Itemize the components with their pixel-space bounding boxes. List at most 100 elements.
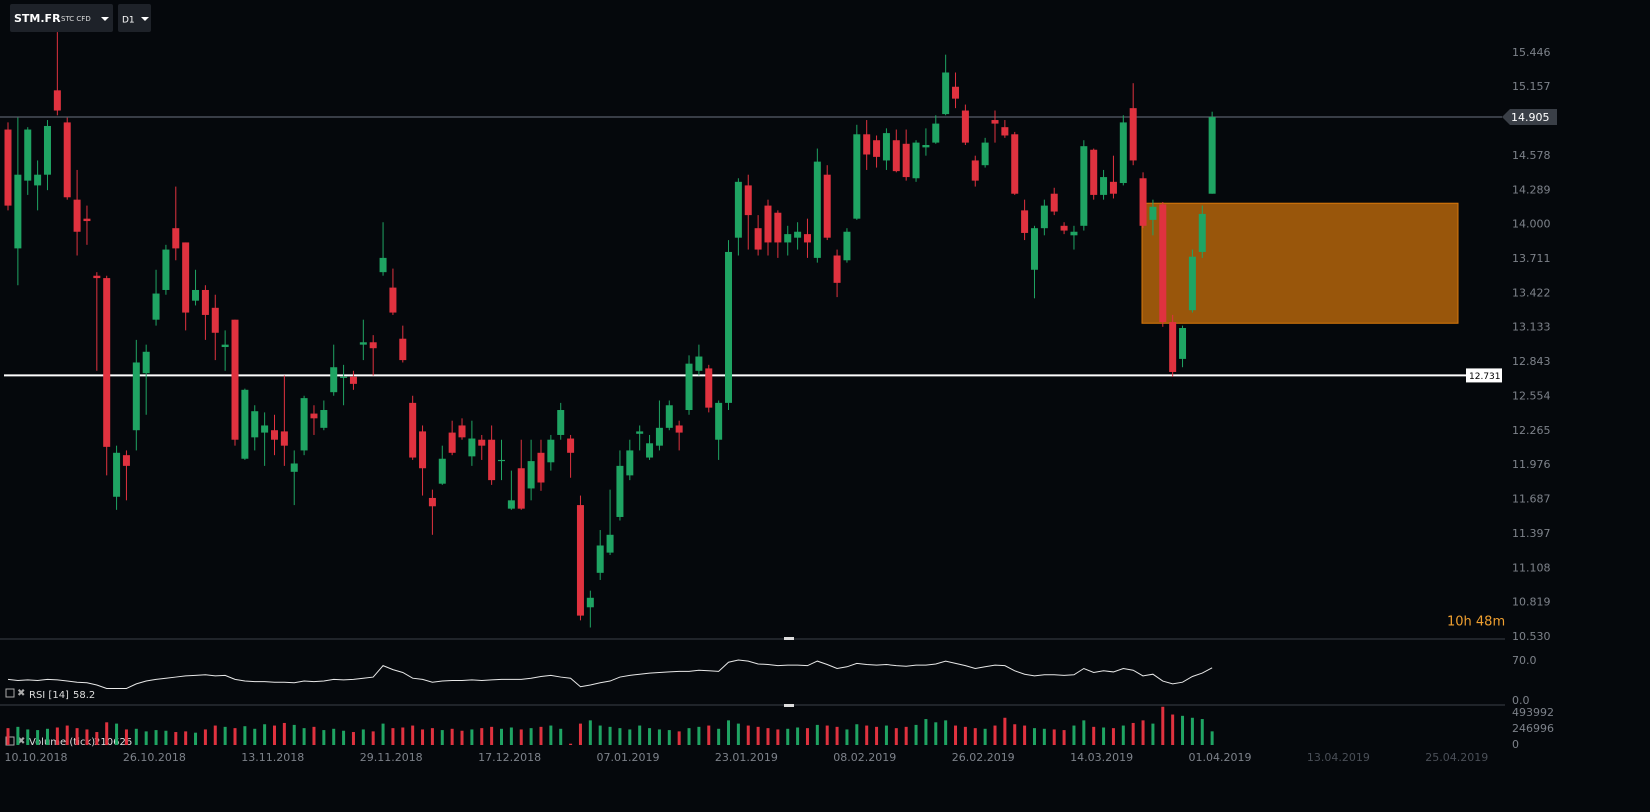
candle-body bbox=[261, 425, 269, 433]
volume-bar bbox=[539, 726, 543, 745]
volume-bar bbox=[588, 720, 592, 745]
volume-bar bbox=[983, 728, 987, 745]
candle-body bbox=[912, 142, 920, 179]
candle-body bbox=[132, 362, 140, 431]
volume-bar bbox=[756, 726, 760, 745]
candle-body bbox=[122, 455, 130, 466]
volume-bar bbox=[687, 728, 691, 745]
candle-body bbox=[853, 134, 861, 219]
volume-bar bbox=[243, 726, 247, 745]
volume-bar bbox=[954, 725, 958, 745]
volume-bar bbox=[549, 725, 553, 745]
candle-body bbox=[1159, 204, 1167, 323]
dropdown-arrow bbox=[141, 17, 149, 21]
candle-body bbox=[14, 174, 22, 249]
candle-body bbox=[695, 356, 703, 371]
x-tick-label: 26.02.2019 bbox=[952, 751, 1015, 764]
volume-bar bbox=[421, 729, 425, 745]
close-icon[interactable]: ✖ bbox=[17, 688, 25, 699]
volume-bar bbox=[282, 722, 286, 745]
volume-bar bbox=[480, 728, 484, 745]
y-tick-label: 14.289 bbox=[1512, 183, 1551, 196]
y-tick-label: 14.578 bbox=[1512, 149, 1551, 162]
candle-body bbox=[971, 160, 979, 181]
settings-icon[interactable] bbox=[5, 736, 15, 746]
volume-bar bbox=[36, 730, 40, 745]
volume-bar bbox=[144, 731, 148, 745]
candle-body bbox=[655, 427, 663, 446]
y-tick-label: 11.397 bbox=[1512, 527, 1551, 540]
timeframe-box[interactable] bbox=[118, 4, 151, 32]
volume-bar bbox=[312, 726, 316, 745]
candle-body bbox=[1030, 228, 1038, 270]
candle-body bbox=[478, 439, 486, 446]
y-tick-label: 10.530 bbox=[1512, 630, 1551, 643]
candle-body bbox=[1139, 178, 1147, 226]
candle-body bbox=[389, 287, 397, 313]
x-tick-label: 25.04.2019 bbox=[1425, 751, 1488, 764]
candle-body bbox=[182, 242, 190, 313]
volume-bar bbox=[1013, 724, 1017, 745]
candle-body bbox=[63, 122, 71, 198]
volume-bar bbox=[490, 726, 494, 745]
candle-body bbox=[567, 438, 575, 453]
candle-body bbox=[192, 289, 200, 301]
pane-handle[interactable] bbox=[784, 704, 794, 707]
candle-body bbox=[34, 174, 42, 186]
candle-body bbox=[1021, 210, 1029, 233]
candle-body bbox=[270, 430, 278, 440]
candle-body bbox=[715, 402, 723, 440]
volume-bar bbox=[845, 729, 849, 745]
candle-body bbox=[537, 452, 545, 483]
y-tick-label: 12.843 bbox=[1512, 355, 1551, 368]
timeframe-selector[interactable]: D1 bbox=[118, 4, 151, 32]
candle-body bbox=[1080, 146, 1088, 226]
volume-bar bbox=[805, 728, 809, 745]
candle-body bbox=[369, 342, 377, 349]
symbol-selector[interactable]: STM.FR STC CFD bbox=[10, 4, 113, 32]
candle-body bbox=[754, 228, 762, 250]
candle-body bbox=[764, 205, 772, 243]
volume-bar bbox=[835, 726, 839, 745]
candle-body bbox=[507, 500, 515, 509]
volume-bar bbox=[1200, 719, 1204, 745]
level-tag bbox=[1466, 368, 1502, 383]
volume-bar bbox=[1151, 723, 1155, 745]
volume-bar bbox=[815, 724, 819, 745]
volume-bar bbox=[292, 724, 296, 745]
candle-body bbox=[103, 278, 111, 447]
volume-bar bbox=[371, 731, 375, 745]
symbol-box[interactable] bbox=[10, 4, 113, 32]
volume-bar bbox=[786, 728, 790, 745]
close-icon[interactable]: ✖ bbox=[17, 736, 25, 747]
volume-bar bbox=[1062, 730, 1066, 745]
volume-bar bbox=[1161, 706, 1165, 745]
candle-body bbox=[616, 465, 624, 517]
y-tick-label: 14.000 bbox=[1512, 218, 1551, 231]
settings-icon[interactable] bbox=[5, 688, 15, 698]
volume-bar bbox=[500, 728, 503, 745]
volume-bar bbox=[322, 730, 326, 745]
volume-bar bbox=[124, 729, 128, 745]
y-tick-label: 11.687 bbox=[1512, 492, 1551, 505]
volume-bar bbox=[628, 729, 632, 745]
candle-body bbox=[784, 234, 792, 243]
candle-body bbox=[1109, 181, 1117, 194]
volume-bar bbox=[904, 726, 908, 745]
volume-bar bbox=[578, 723, 582, 745]
volume-bar bbox=[707, 725, 711, 745]
pane-handle[interactable] bbox=[784, 637, 794, 640]
candle-body bbox=[53, 90, 61, 111]
volume-bar bbox=[272, 725, 276, 745]
candle-body bbox=[922, 144, 930, 148]
candle-body bbox=[1090, 149, 1098, 195]
x-tick-label: 26.10.2018 bbox=[123, 751, 186, 764]
volume-bar bbox=[1082, 720, 1086, 745]
candle-body bbox=[1129, 108, 1137, 161]
candle-body bbox=[419, 431, 427, 469]
candle-body bbox=[705, 368, 713, 408]
rsi-value: 58.2 bbox=[73, 690, 95, 701]
volume-bar bbox=[45, 728, 49, 745]
candle-body bbox=[873, 140, 881, 157]
